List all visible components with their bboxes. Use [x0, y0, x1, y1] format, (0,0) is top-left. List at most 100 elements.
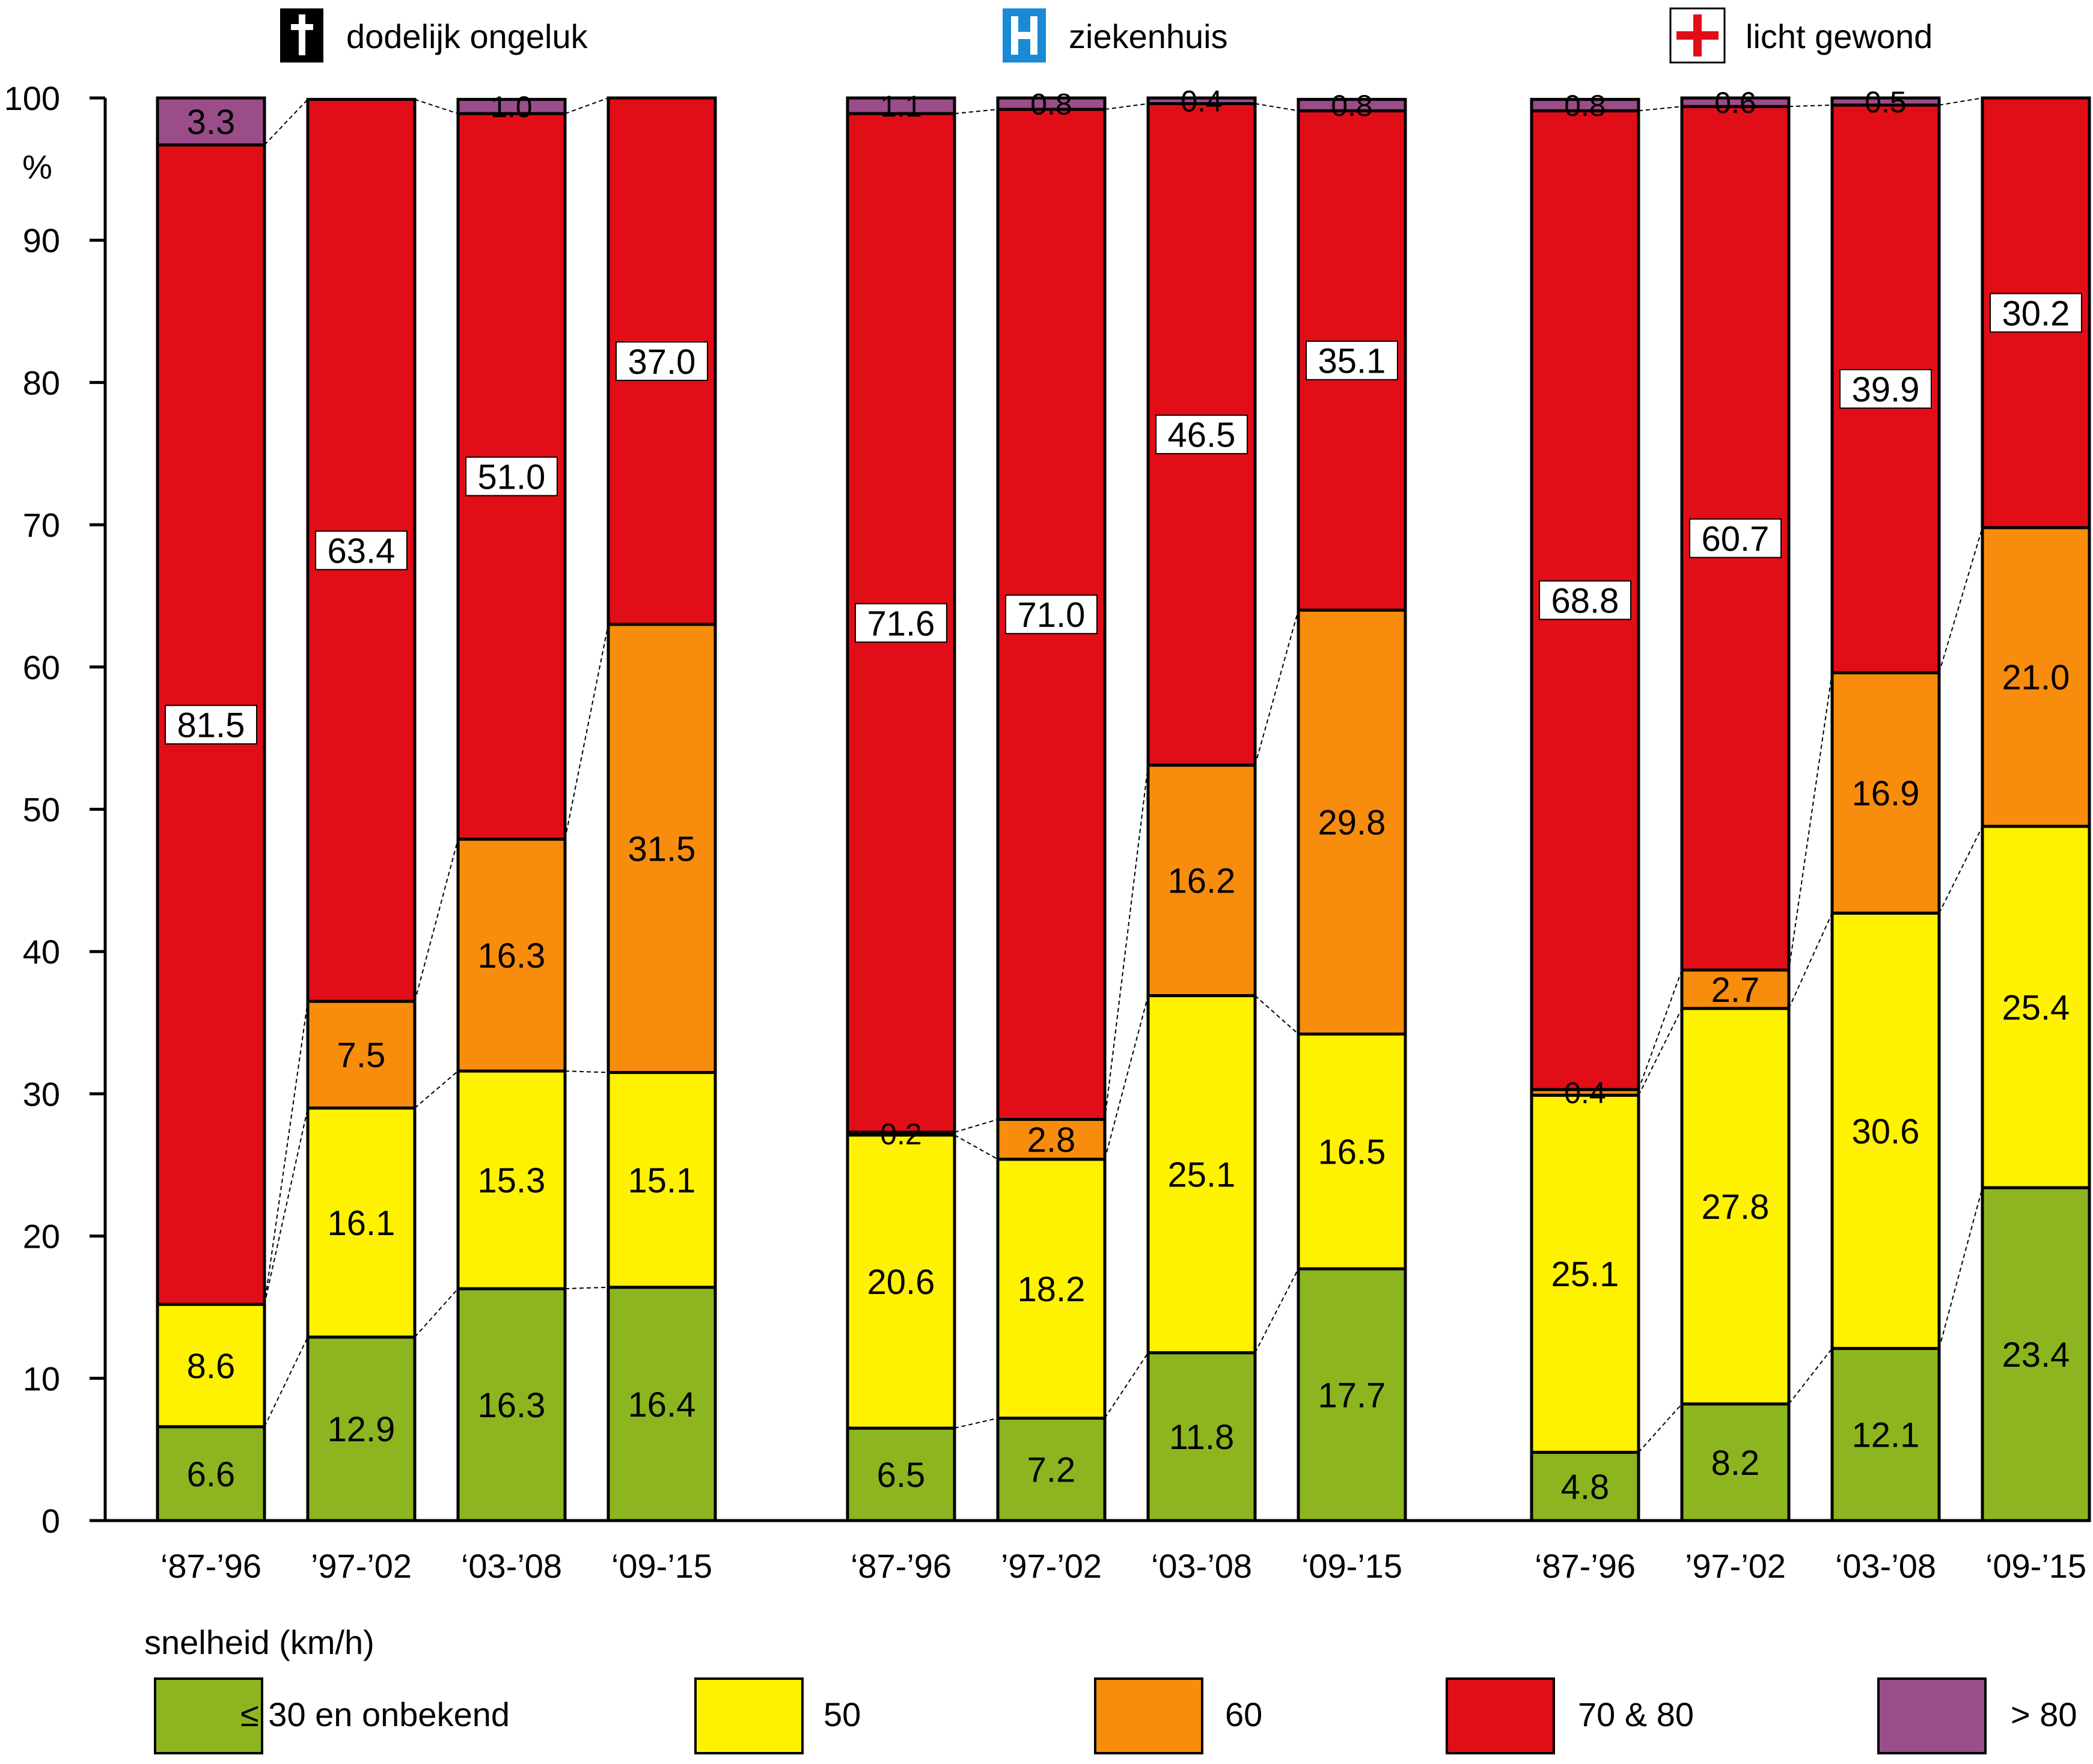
- bar-segment: [607, 623, 717, 1074]
- data-label: 0.8: [1564, 89, 1606, 123]
- y-tick-label: 20: [23, 1218, 60, 1256]
- bar-segment: [1680, 96, 1791, 108]
- data-label: 7.2: [1027, 1451, 1076, 1490]
- connector-line: [1254, 103, 1299, 112]
- data-label-box: [855, 603, 947, 643]
- bar-segment: [1680, 1402, 1791, 1522]
- y-axis-label: %: [22, 148, 52, 186]
- bar-segment: [846, 96, 956, 115]
- bar-segment: [996, 1158, 1107, 1420]
- connector-line: [1939, 1187, 1983, 1349]
- data-label: 68.8: [1551, 581, 1619, 620]
- legend-label: 60: [1225, 1695, 1262, 1733]
- legend-swatch: [1446, 1677, 1555, 1754]
- data-label: 0.8: [1331, 89, 1373, 123]
- y-tick-label: 90: [23, 222, 60, 260]
- data-label: 0.6: [1714, 86, 1756, 120]
- data-label: 12.9: [328, 1410, 396, 1449]
- data-label: 18.2: [1018, 1270, 1086, 1309]
- data-label: 16.3: [478, 1386, 546, 1425]
- connector-line: [1638, 106, 1682, 112]
- data-label: 1.0: [490, 90, 533, 124]
- data-label-box: [315, 530, 408, 570]
- bar-segment: [1830, 671, 1941, 915]
- y-axis: 0 10 20 30 40 50 60 70 80 90 100%: [4, 79, 2086, 1540]
- x-tick-label: ‘03-’08: [1151, 1547, 1252, 1585]
- cross-icon: [299, 14, 305, 55]
- group-headers: dodelijk ongeluk ziekenhuis licht gewond: [280, 7, 1933, 64]
- bar-segment: [1830, 96, 1941, 107]
- connector-line: [1638, 969, 1682, 1090]
- data-label: 71.0: [1018, 596, 1086, 635]
- y-tick-label: 30: [23, 1075, 60, 1113]
- cross-icon: [291, 24, 313, 30]
- y-tick-label: 10: [23, 1360, 60, 1397]
- data-label: 6.5: [877, 1456, 926, 1495]
- bar-segment: [1981, 1186, 2091, 1522]
- legend-label: 50: [823, 1695, 861, 1733]
- bar-segment: [1530, 1093, 1640, 1454]
- data-label: 16.1: [328, 1204, 396, 1243]
- bar-segment: [156, 1425, 266, 1522]
- data-label-box: [1689, 518, 1782, 558]
- data-label-box: [465, 456, 558, 496]
- data-label: 27.8: [1702, 1188, 1770, 1227]
- connector-line: [264, 1108, 308, 1305]
- legend-title: snelheid (km/h): [144, 1623, 374, 1661]
- connector-line: [264, 1001, 308, 1305]
- data-label: 16.2: [1168, 862, 1236, 901]
- bar-segment: [456, 97, 567, 115]
- x-tick-label: ‘09-’15: [1301, 1547, 1402, 1585]
- data-label: 21.0: [2002, 658, 2070, 697]
- data-label: 25.1: [1551, 1255, 1619, 1294]
- legend-swatch: [154, 1677, 263, 1754]
- group-title: dodelijk ongeluk: [346, 17, 588, 55]
- connector-line: [1254, 1268, 1299, 1354]
- connector-line: [1104, 765, 1149, 1120]
- bar-segment: [1297, 1267, 1407, 1522]
- data-label: 2.8: [1027, 1121, 1076, 1160]
- bar-segment: [607, 1286, 717, 1522]
- bar-segment: [1981, 825, 2091, 1189]
- bar-segment: [1297, 608, 1407, 1036]
- data-label: 35.1: [1318, 342, 1386, 381]
- bar-segment: [607, 1070, 717, 1289]
- connector-line: [1638, 1008, 1682, 1096]
- legend-label: > 80: [2011, 1695, 2077, 1733]
- bar-segment: [846, 1134, 956, 1430]
- x-tick-label: ’97-’02: [1685, 1547, 1786, 1585]
- connector-line: [954, 1134, 998, 1160]
- connector-line: [414, 838, 459, 1002]
- connector-line: [264, 1337, 308, 1427]
- data-label: 0.2: [880, 1117, 922, 1151]
- data-label: 7.5: [337, 1036, 386, 1075]
- legend-label: 70 & 80: [1578, 1695, 1694, 1733]
- connector-line: [1939, 826, 1983, 914]
- data-label: 0.4: [1564, 1076, 1606, 1110]
- data-label: 39.9: [1852, 370, 1920, 409]
- data-label: 16.4: [628, 1385, 696, 1424]
- x-tick-label: ’97-’02: [311, 1547, 412, 1585]
- bar-segment: [1297, 97, 1407, 112]
- bar-segment: [996, 1417, 1107, 1522]
- x-tick-label: ‘87-’96: [851, 1547, 952, 1585]
- connector-line: [564, 624, 609, 840]
- connector-line: [1104, 995, 1149, 1160]
- data-label: 1.1: [880, 90, 922, 123]
- bar-segment: [306, 1106, 417, 1339]
- connector-line: [1104, 103, 1149, 110]
- data-label: 15.3: [478, 1161, 546, 1200]
- bar-segment: [1146, 1351, 1257, 1522]
- bar-segment: [306, 1335, 417, 1522]
- legend-swatch: [1877, 1677, 1987, 1754]
- hospital-icon: [1011, 32, 1037, 39]
- data-label: 16.5: [1318, 1133, 1386, 1172]
- x-tick-label: ‘03-’08: [1835, 1547, 1936, 1585]
- x-tick-labels: ‘87-’96 ’97-’02 ‘03-’08 ‘09-’15 ‘87-’96 ’97-’…: [160, 1547, 2086, 1585]
- data-label: 15.1: [628, 1161, 696, 1200]
- data-label-box: [1306, 340, 1398, 380]
- connector-line: [564, 97, 609, 114]
- y-tick-label: 40: [23, 933, 60, 971]
- data-label: 16.3: [478, 936, 546, 975]
- bar-segment: [1680, 968, 1791, 1010]
